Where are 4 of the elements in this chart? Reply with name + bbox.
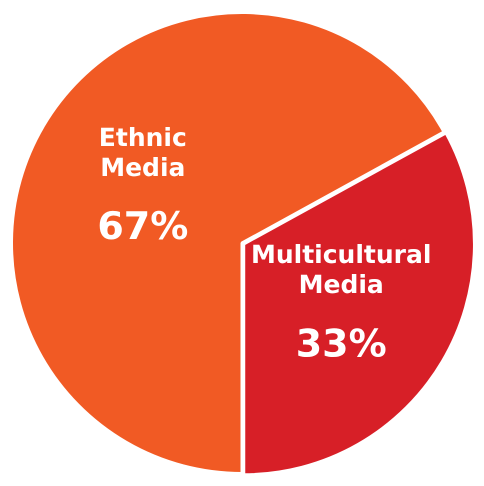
slice-label: Ethnic Media bbox=[98, 122, 187, 182]
data-label: 67% bbox=[97, 204, 188, 248]
slice-label: Multicultural Media bbox=[250, 240, 432, 300]
data-label: 33% bbox=[296, 322, 387, 366]
